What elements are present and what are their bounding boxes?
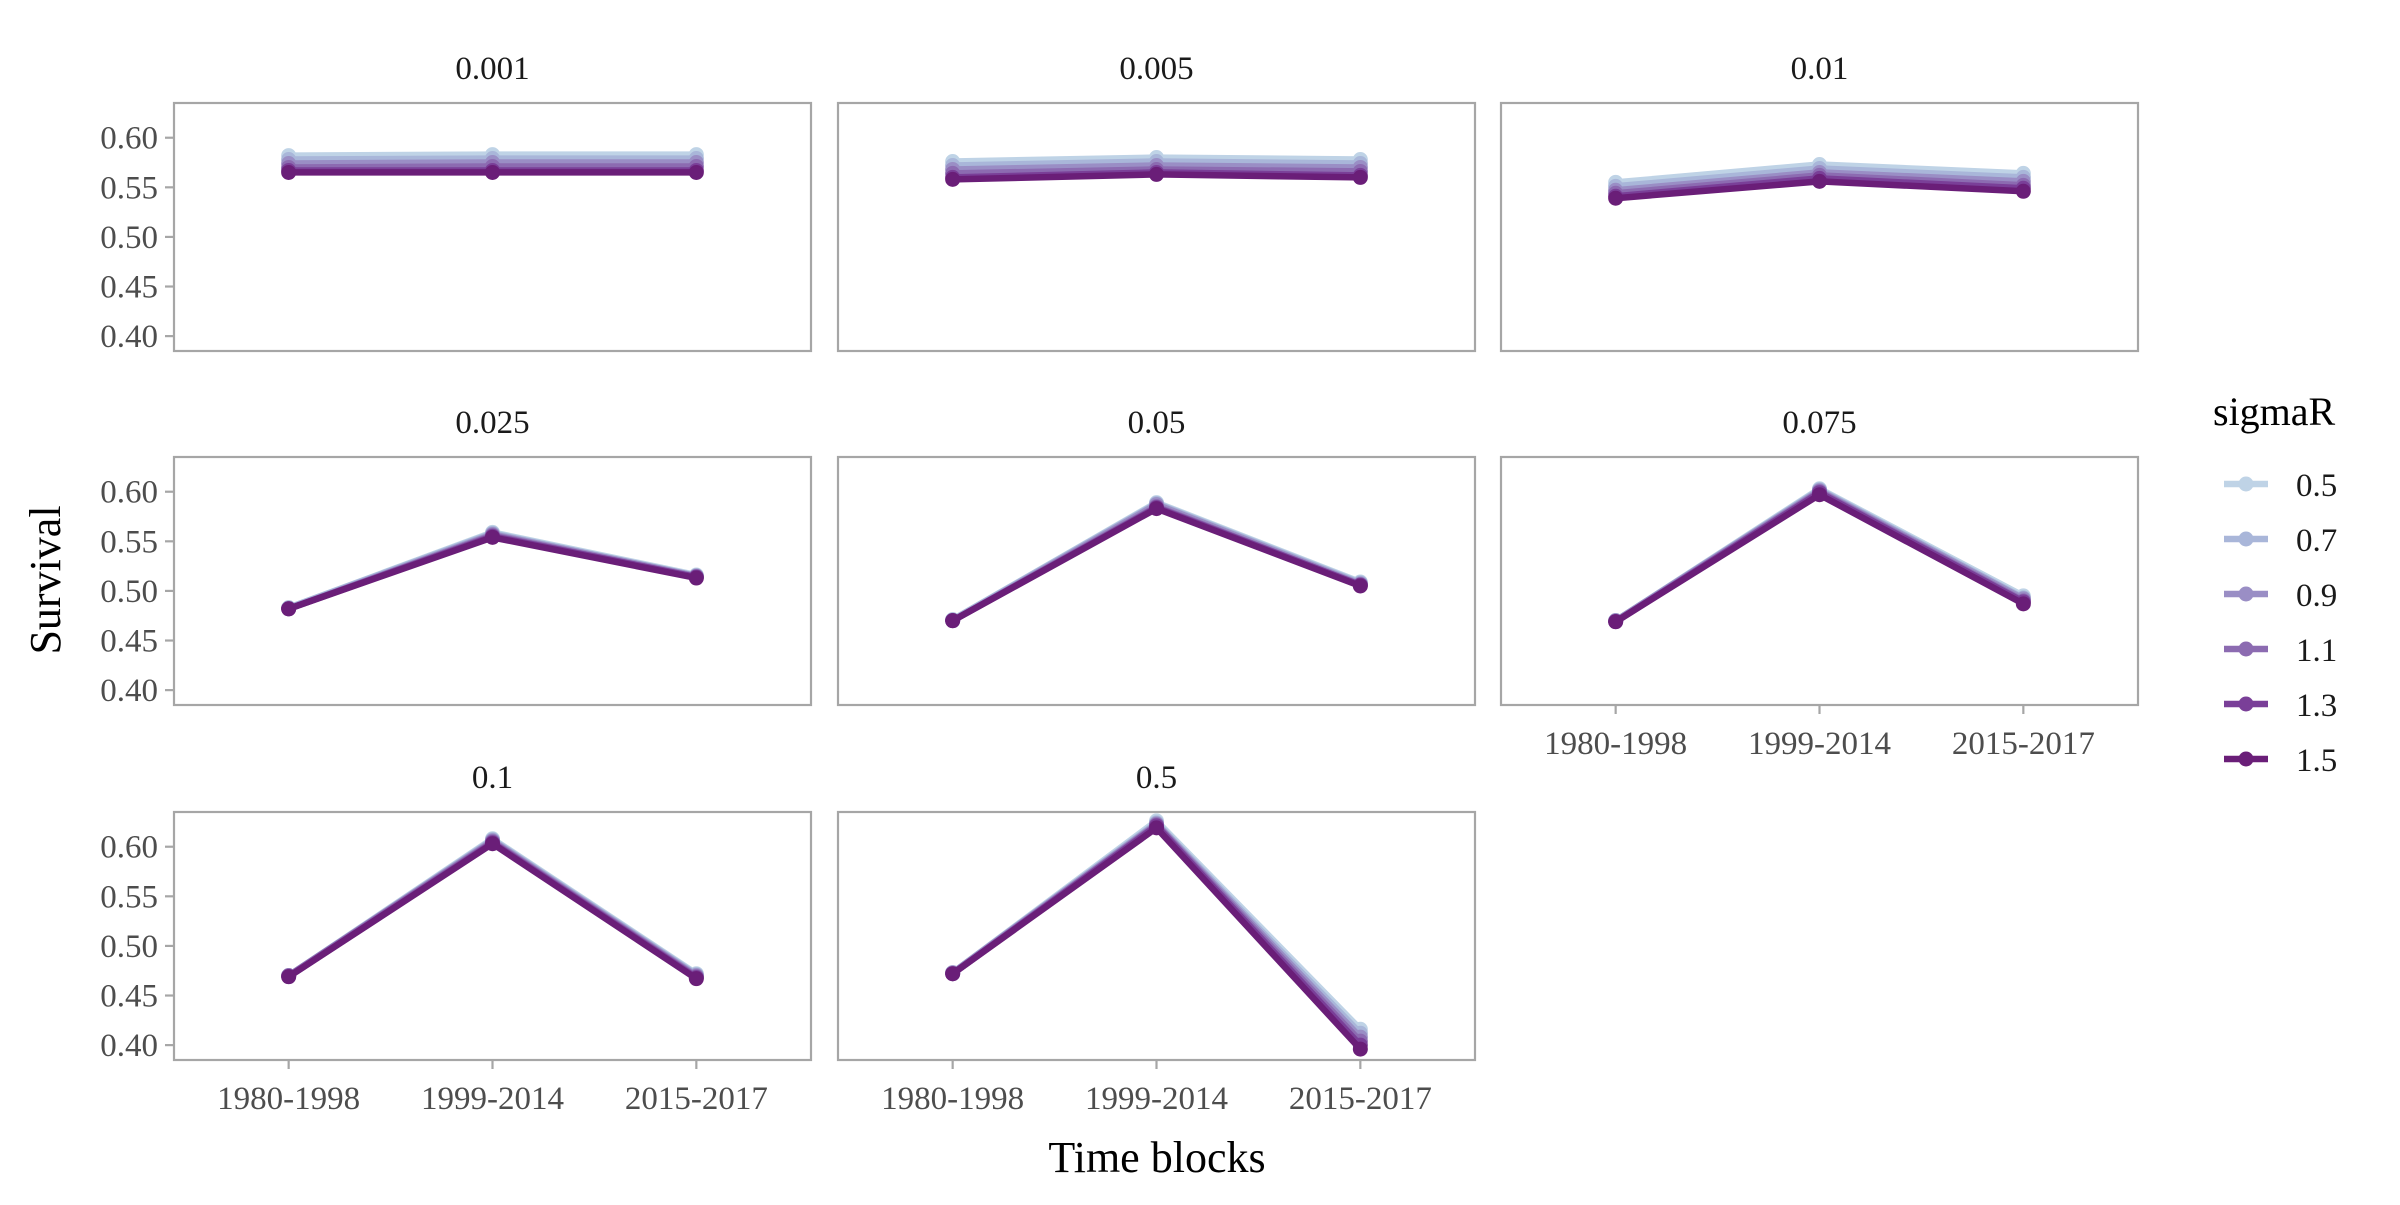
legend: sigmaR 0.5 0.7 0.9 1.1 1.3 1.5 <box>2213 389 2337 779</box>
y-tick-label: 0.60 <box>100 475 158 511</box>
y-tick-label: 0.50 <box>100 574 158 610</box>
y-tick-label: 0.60 <box>100 830 158 866</box>
legend-key-point <box>2238 531 2254 547</box>
legend-key-point <box>2238 696 2254 712</box>
panel-frame <box>836 101 1477 353</box>
data-point <box>1812 173 1827 189</box>
x-tick-label: 2015-2017 <box>1952 726 2095 762</box>
x-tick-label: 1980-1998 <box>217 1081 360 1117</box>
data-point <box>688 570 704 586</box>
panel-frame <box>172 810 813 1062</box>
y-tick-label: 0.50 <box>100 929 158 965</box>
y-axis-title: Survival <box>21 505 70 654</box>
data-point <box>945 613 961 629</box>
x-tick-label: 1980-1998 <box>881 1081 1024 1117</box>
panel-frame <box>1499 101 2140 353</box>
facet-title: 0.01 <box>1791 51 1849 87</box>
y-tick-label: 0.55 <box>100 170 158 206</box>
y-tick-label: 0.55 <box>100 879 158 915</box>
legend-key-point <box>2238 751 2254 767</box>
legend-title: sigmaR <box>2213 389 2336 434</box>
y-tick-label: 0.40 <box>100 319 158 355</box>
legend-item: 0.9 <box>2224 578 2337 614</box>
data-point <box>1149 166 1164 182</box>
data-point <box>1149 501 1164 517</box>
data-point <box>485 164 500 180</box>
legend-label: 1.5 <box>2296 743 2337 779</box>
y-tick-label: 0.45 <box>100 979 158 1015</box>
panel-frame <box>172 101 813 353</box>
facet-panel-0-005: 0.005 <box>836 51 1477 353</box>
y-tick-label: 0.55 <box>100 524 158 560</box>
data-point <box>1149 820 1164 836</box>
x-axis-title: Time blocks <box>1048 1133 1265 1182</box>
legend-key-point <box>2238 476 2254 492</box>
data-point <box>1812 487 1827 503</box>
legend-item: 0.7 <box>2224 523 2337 559</box>
facet-title: 0.025 <box>455 405 529 441</box>
y-tick-label: 0.60 <box>100 121 158 157</box>
data-point <box>2015 183 2031 199</box>
legend-label: 0.7 <box>2296 523 2337 559</box>
panel-frame <box>836 810 1477 1062</box>
data-point <box>1352 578 1368 594</box>
facet-panel-0-075: 0.075 1980-1998 1999-2014 2015-2017 <box>1499 405 2140 762</box>
data-point <box>281 601 297 617</box>
legend-key-point <box>2238 641 2254 657</box>
data-point <box>688 971 704 987</box>
legend-item: 1.3 <box>2224 688 2337 724</box>
facet-title: 0.075 <box>1782 405 1856 441</box>
data-point <box>945 171 961 187</box>
facet-panel-0-001: 0.001 0.40 0.45 0.50 0.55 0.60 <box>100 51 813 355</box>
panel-frame <box>172 455 813 707</box>
y-tick-label: 0.40 <box>100 1028 158 1064</box>
x-tick-label: 1999-2014 <box>1748 726 1891 762</box>
x-tick-label: 1999-2014 <box>421 1081 564 1117</box>
facet-title: 0.5 <box>1136 760 1177 796</box>
y-tick-label: 0.50 <box>100 220 158 256</box>
data-point <box>281 164 297 180</box>
data-point <box>1352 169 1368 185</box>
data-point <box>1608 614 1624 630</box>
facet-title: 0.005 <box>1119 51 1193 87</box>
legend-item: 0.5 <box>2224 468 2337 504</box>
data-point <box>281 969 297 985</box>
legend-label: 1.1 <box>2296 633 2337 669</box>
panel-frame <box>836 455 1477 707</box>
x-tick-label: 1999-2014 <box>1085 1081 1228 1117</box>
facet-panel-0-025: 0.025 0.40 0.45 0.50 0.55 0.60 <box>100 405 813 709</box>
data-point <box>1608 190 1624 206</box>
legend-label: 0.9 <box>2296 578 2337 614</box>
facet-title: 0.05 <box>1128 405 1186 441</box>
legend-key-point <box>2238 586 2254 602</box>
facet-panel-0-05: 0.05 <box>836 405 1477 707</box>
data-point <box>1352 1041 1368 1057</box>
legend-item: 1.1 <box>2224 633 2337 669</box>
facet-panel-0-01: 0.01 <box>1499 51 2140 353</box>
legend-item: 1.5 <box>2224 743 2337 779</box>
data-point <box>688 164 704 180</box>
y-tick-label: 0.45 <box>100 624 158 660</box>
data-point <box>2015 596 2031 612</box>
x-tick-label: 2015-2017 <box>1289 1081 1432 1117</box>
data-point <box>485 836 500 852</box>
facet-title: 0.1 <box>472 760 513 796</box>
legend-label: 0.5 <box>2296 468 2337 504</box>
facet-panel-0-1: 0.1 0.40 0.45 0.50 0.55 0.60 1980-1998 1999-201… <box>100 760 813 1117</box>
facet-panel-0-5: 0.5 1980-1998 1999-2014 2015-2017 <box>836 760 1477 1117</box>
data-point <box>945 966 961 982</box>
facet-title: 0.001 <box>455 51 529 87</box>
data-point <box>485 529 500 545</box>
x-tick-label: 1980-1998 <box>1544 726 1687 762</box>
y-tick-label: 0.40 <box>100 673 158 709</box>
legend-label: 1.3 <box>2296 688 2337 724</box>
y-tick-label: 0.45 <box>100 270 158 306</box>
x-tick-label: 2015-2017 <box>625 1081 768 1117</box>
